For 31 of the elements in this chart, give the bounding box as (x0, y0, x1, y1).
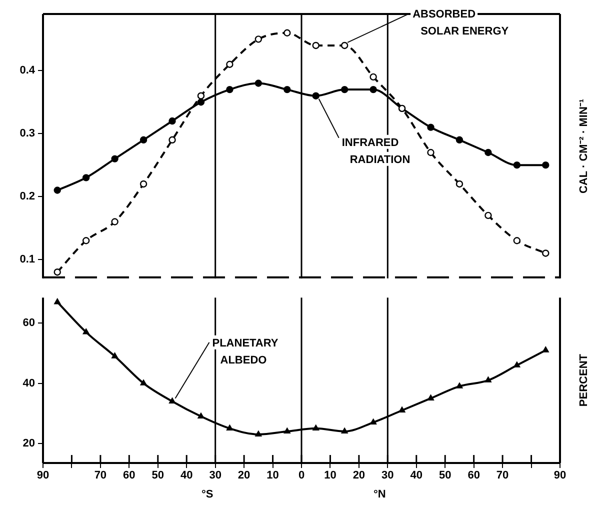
x-tick-label: 20 (238, 470, 250, 482)
text: ABSORBED SOLAR ENERGY (412, 8, 510, 38)
x-tick-label: 30 (209, 470, 222, 482)
y-tick-label: 0.3 (20, 128, 35, 140)
text: °S (201, 488, 214, 501)
x-tick-label: 10 (324, 470, 336, 482)
y-tick-label: 20 (22, 437, 35, 450)
x-tick-label: 90 (554, 470, 566, 482)
x-tick-label: 40 (410, 470, 423, 482)
x-tick-label: 90 (36, 470, 50, 482)
y-tick-label: 0.4 (20, 64, 36, 77)
x-tick-label: 0 (298, 470, 305, 482)
x-tick-label: 60 (123, 470, 136, 482)
x-tick-label: 50 (152, 470, 164, 482)
y-axis-title: PERCENT (578, 354, 590, 407)
x-tick-label: 40 (180, 470, 193, 482)
y-tick-label: 40 (22, 377, 35, 390)
x-tick-label: 70 (496, 470, 509, 482)
y-axis-title: CAL · CM⁻² · MIN⁻¹ (578, 98, 590, 194)
x-tick-label: 50 (438, 470, 452, 482)
x-tick-label: 30 (382, 470, 394, 482)
y-tick-label: 0.1 (20, 254, 35, 266)
text: °N (373, 488, 386, 501)
y-tick-label: 0.2 (20, 190, 35, 203)
x-tick-label: 60 (468, 470, 480, 482)
x-tick-label: 70 (94, 470, 107, 482)
x-tick-label: 20 (352, 470, 366, 482)
x-tick-label: 10 (266, 470, 279, 482)
y-tick-label: 60 (22, 317, 35, 330)
series-label: INFRARED RADIATION (342, 136, 410, 166)
text: PLANETARY ALBEDO (212, 337, 279, 366)
